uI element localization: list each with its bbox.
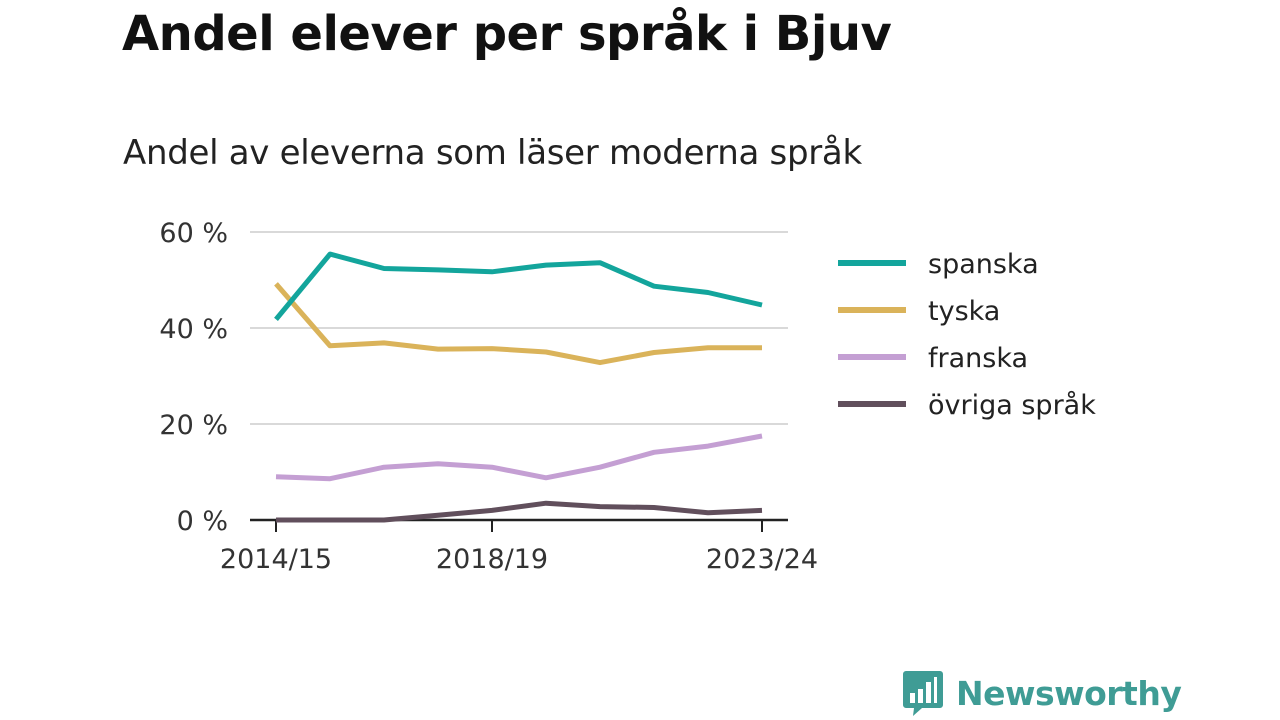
legend-item: spanska — [838, 249, 1039, 280]
x-tick-label: 2018/19 — [436, 544, 548, 575]
series-line-övriga-språk — [276, 500, 763, 523]
series-line-franska — [275, 433, 763, 482]
y-axis-ticks: 0 % 20 % 40 % 60 % — [159, 218, 228, 537]
legend-label: övriga språk — [928, 390, 1096, 421]
y-tick-label: 60 % — [159, 218, 228, 249]
x-tick-label: 2023/24 — [706, 544, 818, 575]
y-tick-label: 40 % — [159, 314, 228, 345]
chart-title: Andel elever per språk i Bjuv — [122, 6, 892, 62]
line-chart: 0 % 20 % 40 % 60 % 2014/15 2018/19 2023/24 sp… — [159, 218, 1096, 575]
series-line-tyska — [274, 282, 762, 366]
x-tick-label: 2014/15 — [220, 544, 332, 575]
y-tick-label: 20 % — [159, 410, 228, 441]
legend-item: övriga språk — [838, 390, 1096, 421]
legend-label: spanska — [928, 249, 1039, 280]
legend-item: tyska — [838, 296, 1000, 327]
bar-chart-bubble-icon — [903, 671, 943, 716]
brand-name: Newsworthy — [956, 673, 1182, 713]
legend-item: franska — [838, 343, 1028, 374]
chart-subtitle: Andel av eleverna som läser moderna språ… — [123, 133, 862, 173]
legend: spanska tyska franska övriga språk — [838, 249, 1096, 421]
grid-lines — [250, 231, 788, 425]
newsworthy-logo: Newsworthy — [902, 668, 1182, 718]
legend-label: tyska — [928, 296, 1000, 327]
legend-label: franska — [928, 343, 1028, 374]
series-lines — [274, 251, 763, 523]
y-tick-label: 0 % — [177, 506, 228, 537]
series-line-spanska — [274, 251, 763, 321]
x-axis: 2014/15 2018/19 2023/24 — [220, 518, 818, 575]
